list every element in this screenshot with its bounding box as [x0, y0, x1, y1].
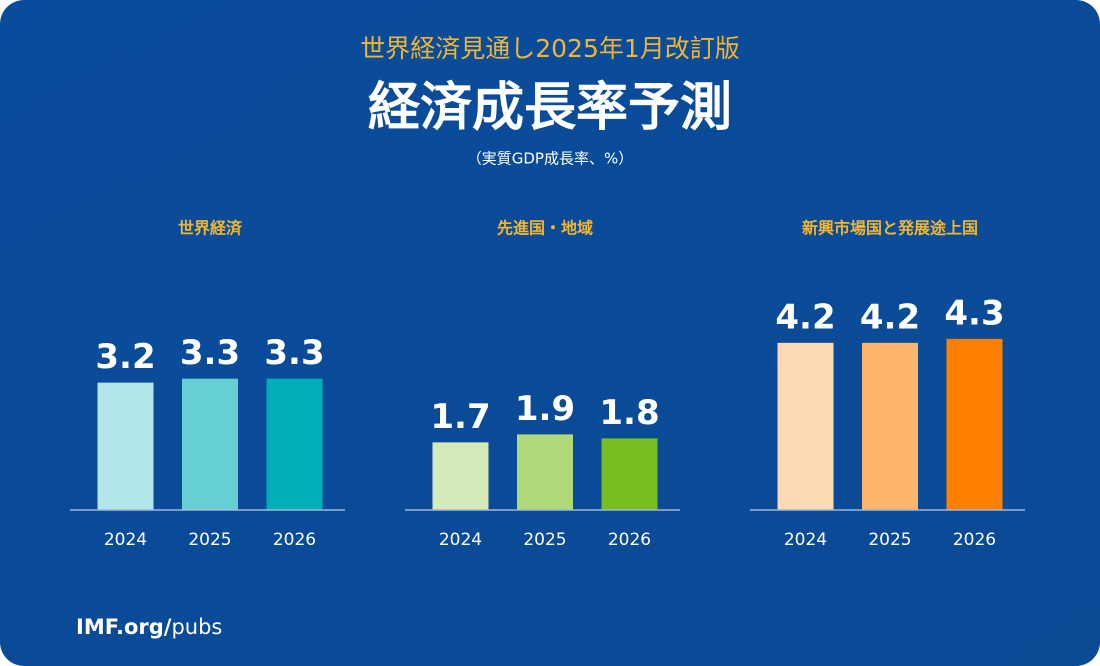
- value-label: 3.3: [264, 333, 324, 373]
- chart-title: 先進国・地域: [497, 219, 593, 238]
- value-label: 1.8: [599, 393, 659, 433]
- supertitle: 世界経済見通し2025年1月改訂版: [360, 34, 740, 63]
- value-label: 4.3: [944, 293, 1004, 333]
- footer-site: IMF.org/: [76, 615, 172, 639]
- x-tick-label: 2025: [188, 530, 231, 550]
- bar: [946, 338, 1003, 510]
- chart-title: 世界経済: [178, 219, 243, 238]
- bar: [97, 382, 154, 510]
- x-tick-label: 2025: [868, 530, 911, 550]
- x-tick-label: 2026: [273, 530, 316, 550]
- x-tick-label: 2024: [784, 530, 827, 550]
- value-label: 4.2: [860, 297, 920, 337]
- value-label: 4.2: [775, 297, 835, 337]
- subtitle: （実質GDP成長率、%）: [467, 150, 633, 168]
- x-tick-label: 2026: [608, 530, 651, 550]
- footer-path: pubs: [171, 615, 222, 639]
- value-label: 3.2: [95, 337, 155, 377]
- bar: [266, 378, 323, 510]
- value-label: 3.3: [180, 333, 240, 373]
- bar: [777, 342, 834, 510]
- bar: [862, 342, 918, 510]
- x-tick-label: 2025: [523, 530, 566, 550]
- title: 経済成長率予測: [368, 78, 732, 138]
- chart-title: 新興市場国と発展途上国: [802, 219, 978, 238]
- bar: [182, 378, 238, 510]
- bar: [601, 438, 658, 510]
- bar: [517, 434, 573, 510]
- x-tick-label: 2024: [439, 530, 482, 550]
- x-tick-label: 2024: [104, 530, 147, 550]
- value-label: 1.7: [430, 397, 490, 437]
- footer: IMF.org/pubs: [76, 615, 222, 639]
- bar: [432, 442, 489, 510]
- value-label: 1.9: [515, 389, 575, 429]
- x-tick-label: 2026: [953, 530, 996, 550]
